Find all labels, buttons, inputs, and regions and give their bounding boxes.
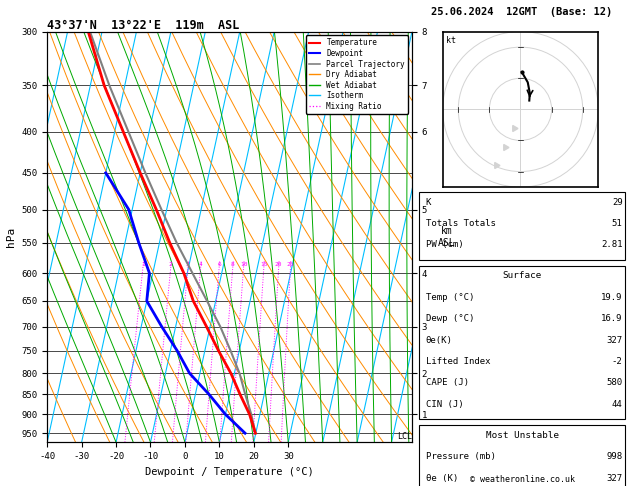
Text: Surface: Surface <box>503 272 542 280</box>
Text: Pressure (mb): Pressure (mb) <box>426 452 496 461</box>
Text: 327: 327 <box>606 336 623 345</box>
Text: 25: 25 <box>287 262 294 267</box>
Text: θe (K): θe (K) <box>426 474 458 483</box>
Text: 2.81: 2.81 <box>601 241 623 249</box>
Text: 29: 29 <box>612 198 623 207</box>
Text: CAPE (J): CAPE (J) <box>426 379 469 387</box>
Text: Most Unstable: Most Unstable <box>486 431 559 440</box>
Text: kt: kt <box>446 36 456 45</box>
Text: CIN (J): CIN (J) <box>426 400 464 409</box>
Bar <box>420 266 625 419</box>
Text: 10: 10 <box>240 262 247 267</box>
Text: © weatheronline.co.uk: © weatheronline.co.uk <box>470 474 574 484</box>
Text: Totals Totals: Totals Totals <box>426 219 496 228</box>
Text: 20: 20 <box>275 262 282 267</box>
Text: Lifted Index: Lifted Index <box>426 357 491 366</box>
Text: 6: 6 <box>217 262 221 267</box>
Text: 2: 2 <box>169 262 172 267</box>
Text: 43°37'N  13°22'E  119m  ASL: 43°37'N 13°22'E 119m ASL <box>47 18 240 32</box>
Text: 25.06.2024  12GMT  (Base: 12): 25.06.2024 12GMT (Base: 12) <box>431 7 613 17</box>
Text: 51: 51 <box>612 219 623 228</box>
X-axis label: Dewpoint / Temperature (°C): Dewpoint / Temperature (°C) <box>145 467 314 477</box>
Text: 998: 998 <box>606 452 623 461</box>
Text: 3: 3 <box>186 262 190 267</box>
Y-axis label: hPa: hPa <box>6 227 16 247</box>
Y-axis label: km
ASL: km ASL <box>438 226 455 248</box>
Text: -2: -2 <box>612 357 623 366</box>
Text: θe(K): θe(K) <box>426 336 453 345</box>
Text: 1: 1 <box>141 262 145 267</box>
Text: 580: 580 <box>606 379 623 387</box>
Text: Temp (°C): Temp (°C) <box>426 293 474 302</box>
Text: K: K <box>426 198 431 207</box>
Bar <box>420 425 625 486</box>
Text: 8: 8 <box>231 262 235 267</box>
Text: PW (cm): PW (cm) <box>426 241 464 249</box>
Text: 4: 4 <box>199 262 203 267</box>
Text: Dewp (°C): Dewp (°C) <box>426 314 474 323</box>
Text: LCL: LCL <box>397 432 412 441</box>
Text: 327: 327 <box>606 474 623 483</box>
Text: 15: 15 <box>260 262 267 267</box>
Legend: Temperature, Dewpoint, Parcel Trajectory, Dry Adiabat, Wet Adiabat, Isotherm, Mi: Temperature, Dewpoint, Parcel Trajectory… <box>306 35 408 114</box>
Bar <box>420 192 625 260</box>
Text: 44: 44 <box>612 400 623 409</box>
Text: 16.9: 16.9 <box>601 314 623 323</box>
Text: 19.9: 19.9 <box>601 293 623 302</box>
